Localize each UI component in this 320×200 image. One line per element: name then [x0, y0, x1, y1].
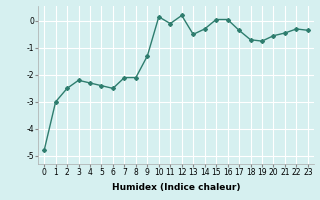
X-axis label: Humidex (Indice chaleur): Humidex (Indice chaleur) — [112, 183, 240, 192]
